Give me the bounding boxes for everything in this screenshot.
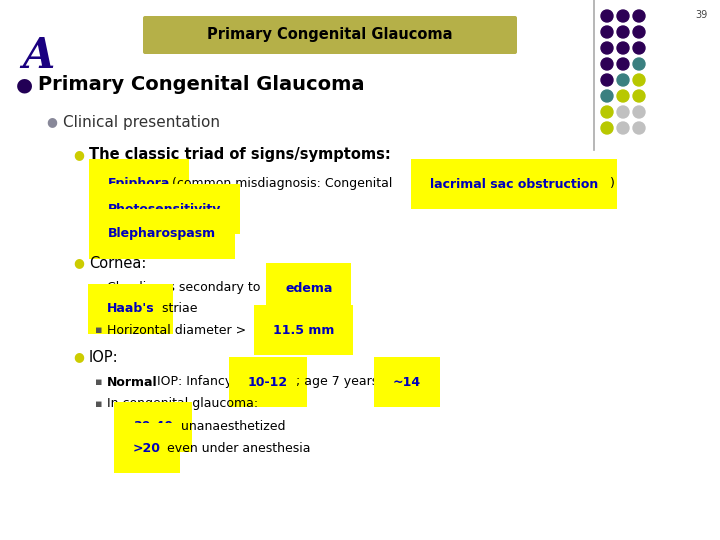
Text: 10-12: 10-12 — [248, 375, 288, 388]
Circle shape — [633, 42, 645, 54]
Text: ●: ● — [73, 256, 84, 269]
Text: ●: ● — [46, 116, 57, 129]
Text: edema: edema — [285, 281, 333, 294]
Text: Blepharospasm: Blepharospasm — [108, 227, 216, 240]
Text: ●: ● — [16, 76, 33, 94]
Circle shape — [601, 10, 613, 22]
Text: A: A — [22, 35, 54, 77]
Circle shape — [601, 74, 613, 86]
Text: ): ) — [610, 178, 615, 191]
Circle shape — [617, 42, 629, 54]
Text: 3): 3) — [89, 227, 106, 240]
Circle shape — [601, 42, 613, 54]
Text: Cloudiness secondary to: Cloudiness secondary to — [107, 281, 264, 294]
Text: Horizontal diameter >: Horizontal diameter > — [107, 323, 250, 336]
Circle shape — [617, 90, 629, 102]
Text: lacrimal sac obstruction: lacrimal sac obstruction — [430, 178, 598, 191]
Text: In congenital glaucoma:: In congenital glaucoma: — [107, 397, 258, 410]
Text: ; age 7 years: ; age 7 years — [292, 375, 382, 388]
Circle shape — [633, 74, 645, 86]
Circle shape — [601, 106, 613, 118]
Text: ▪: ▪ — [95, 325, 102, 335]
Text: 2): 2) — [89, 202, 106, 215]
Text: 1): 1) — [89, 178, 106, 191]
Circle shape — [617, 122, 629, 134]
Text: Normal: Normal — [107, 375, 158, 388]
Circle shape — [633, 58, 645, 70]
Text: Haab's: Haab's — [107, 302, 155, 315]
Circle shape — [633, 122, 645, 134]
Text: Primary Congenital Glaucoma: Primary Congenital Glaucoma — [207, 28, 453, 43]
Circle shape — [601, 90, 613, 102]
Circle shape — [633, 26, 645, 38]
Text: ▪: ▪ — [95, 399, 102, 409]
Circle shape — [633, 106, 645, 118]
Text: Photosensitivity: Photosensitivity — [108, 202, 221, 215]
Circle shape — [633, 10, 645, 22]
Text: ●: ● — [73, 148, 84, 161]
Circle shape — [617, 74, 629, 86]
Text: ▪: ▪ — [95, 304, 102, 314]
Text: ▪: ▪ — [95, 283, 102, 293]
Text: IOP: Infancy: IOP: Infancy — [153, 375, 236, 388]
Text: ▫: ▫ — [120, 443, 127, 453]
Text: even under anesthesia: even under anesthesia — [163, 442, 310, 455]
Text: Cornea:: Cornea: — [89, 255, 146, 271]
Circle shape — [601, 122, 613, 134]
Circle shape — [617, 26, 629, 38]
Circle shape — [633, 90, 645, 102]
Text: (common misdiagnosis: Congenital: (common misdiagnosis: Congenital — [168, 178, 397, 191]
Text: ●: ● — [73, 350, 84, 363]
Circle shape — [617, 58, 629, 70]
Circle shape — [617, 106, 629, 118]
Text: ~14: ~14 — [393, 375, 421, 388]
Text: 11.5 mm: 11.5 mm — [273, 323, 334, 336]
Text: IOP:: IOP: — [89, 349, 119, 364]
Text: 30-40: 30-40 — [133, 421, 173, 434]
Text: 39: 39 — [696, 10, 708, 20]
Text: unanaesthetized: unanaesthetized — [177, 421, 286, 434]
Circle shape — [601, 26, 613, 38]
Text: ▪: ▪ — [95, 377, 102, 387]
FancyBboxPatch shape — [143, 16, 517, 54]
Text: The classic triad of signs/symptoms:: The classic triad of signs/symptoms: — [89, 147, 391, 163]
Text: Clinical presentation: Clinical presentation — [63, 114, 220, 130]
Text: >20: >20 — [133, 442, 161, 455]
Circle shape — [617, 10, 629, 22]
Text: Primary Congenital Glaucoma: Primary Congenital Glaucoma — [38, 76, 364, 94]
Text: striae: striae — [158, 302, 197, 315]
Circle shape — [601, 58, 613, 70]
Text: Epiphora: Epiphora — [108, 178, 171, 191]
Text: ▫: ▫ — [120, 422, 127, 432]
